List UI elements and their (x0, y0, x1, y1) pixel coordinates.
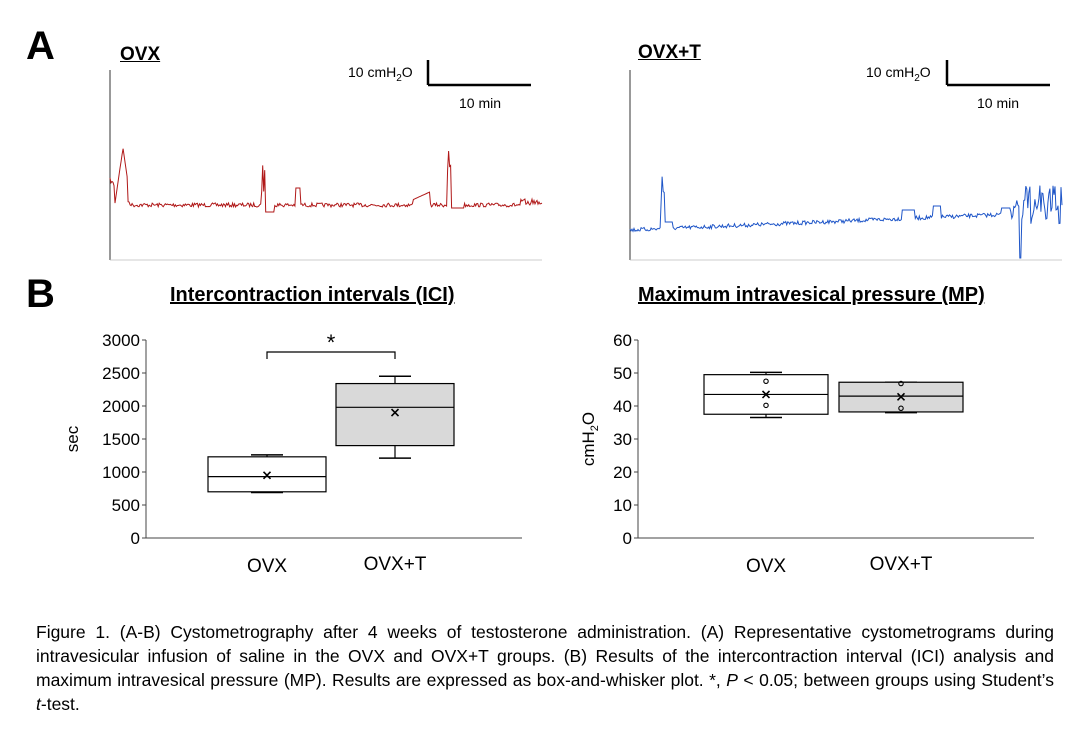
significance-star: * (327, 330, 336, 355)
y-axis-label: cmH2O (579, 412, 601, 466)
y-axis-label: sec (63, 425, 82, 452)
y-tick-label: 0 (131, 529, 140, 548)
y-tick-label: 1000 (102, 463, 140, 482)
mp-box-plot: 0 10 20 30 40 50 60 cmH2O OVX OVX+T (579, 331, 1034, 577)
y-tick-label: 1500 (102, 430, 140, 449)
y-tick-label: 3000 (102, 331, 140, 350)
panel-a-letter: A (26, 24, 55, 68)
y-tick-label: 500 (112, 496, 140, 515)
mean-marker (761, 390, 771, 399)
box-ovx (703, 371, 829, 419)
y-tick-label: 10 (613, 496, 632, 515)
pressure-scale-label-ovx-t: 10 cmH2O (866, 64, 931, 84)
time-scale-label-ovx-t: 10 min (977, 95, 1020, 111)
cystometrogram-ovx-t (629, 60, 1063, 261)
y-tick-label: 40 (613, 397, 632, 416)
pressure-scale-label-ovx: 10 cmH2O (348, 64, 413, 84)
cystometrogram-ovx (109, 60, 543, 261)
mean-marker (262, 471, 272, 480)
data-point (898, 380, 904, 387)
x-category-label: OVX+T (364, 554, 427, 575)
time-scale-label-ovx: 10 min (459, 95, 502, 111)
pressure-trace-ovx-t (629, 176, 1063, 259)
x-category-label: OVX (247, 556, 287, 577)
y-tick-label: 2500 (102, 364, 140, 383)
mean-marker (896, 392, 906, 401)
x-category-label: OVX+T (870, 554, 933, 575)
box-ovx (207, 454, 327, 494)
y-tick-label: 0 (623, 529, 632, 548)
x-category-label: OVX (746, 556, 786, 577)
mp-chart-title: Maximum intravesical pressure (MP) (638, 284, 985, 306)
data-point (763, 378, 769, 384)
significance-bracket (266, 351, 396, 359)
panel-b-letter: B (26, 272, 55, 316)
pressure-trace-ovx (109, 148, 543, 213)
box-iqr (335, 382, 455, 447)
y-tick-label: 20 (613, 463, 632, 482)
trace-label-ovx: OVX (120, 44, 161, 65)
data-point (763, 402, 769, 409)
scale-bar-ovx-t (945, 60, 1050, 87)
trace-label-ovx-t: OVX+T (638, 42, 701, 63)
scale-bar-ovx (426, 60, 531, 87)
data-point (898, 405, 904, 412)
box-ovx-t (838, 380, 964, 414)
ici-chart-title: Intercontraction intervals (ICI) (170, 284, 455, 306)
figure-caption: Figure 1. (A-B) Cystometrography after 4… (36, 622, 1054, 714)
y-tick-label: 50 (613, 364, 632, 383)
y-tick-label: 30 (613, 430, 632, 449)
mean-marker (390, 408, 400, 417)
y-tick-label: 2000 (102, 397, 140, 416)
box-ovx-t (335, 375, 455, 459)
y-tick-label: 60 (613, 331, 632, 350)
ici-box-plot: 0 500 1000 1500 2000 2500 3000 sec OVX OVX+T * (63, 330, 522, 577)
